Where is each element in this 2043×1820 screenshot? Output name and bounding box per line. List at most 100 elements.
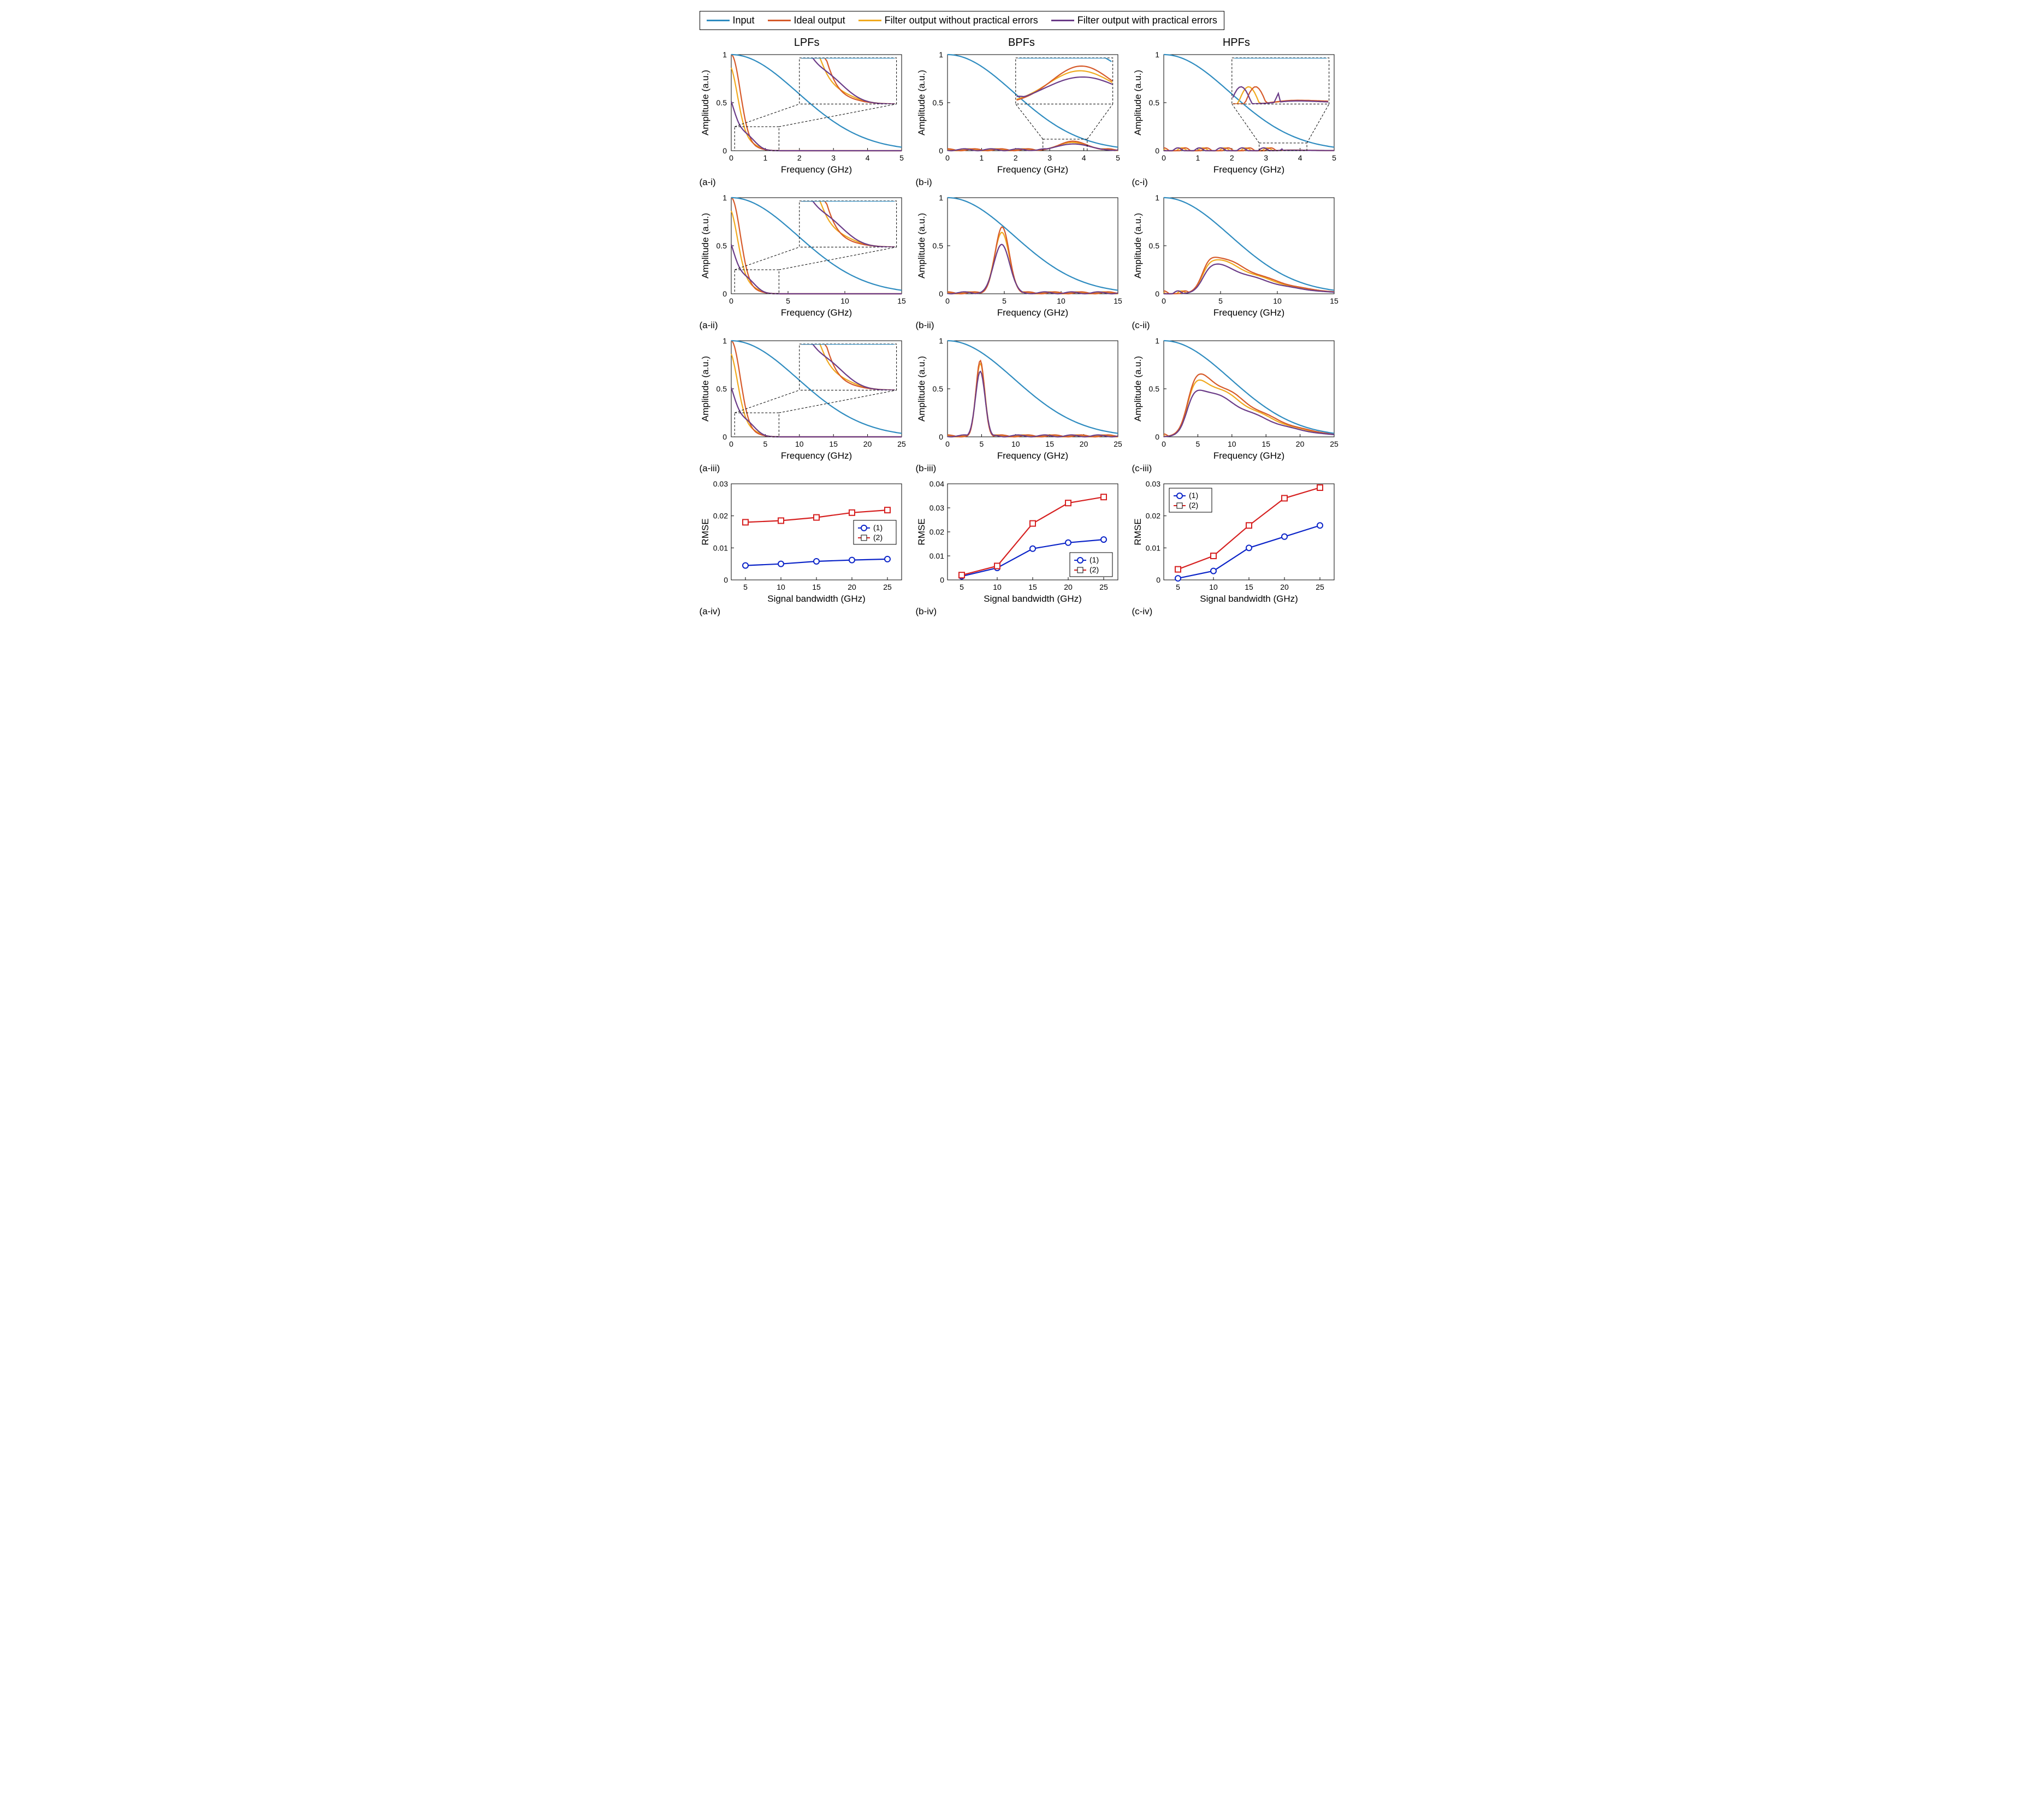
svg-text:0: 0 — [945, 440, 950, 448]
svg-text:(2): (2) — [1089, 565, 1099, 574]
panel-a_ii: 05101500.51Frequency (GHz)Amplitude (a.u… — [700, 193, 907, 319]
svg-text:10: 10 — [795, 440, 804, 448]
svg-text:3: 3 — [831, 153, 836, 162]
panel-label-a_iii: (a-iii) — [700, 463, 911, 474]
figure: Input Ideal output Filter output without… — [700, 11, 1344, 617]
svg-text:0.5: 0.5 — [1148, 98, 1159, 107]
svg-text:15: 15 — [1330, 297, 1339, 305]
svg-text:4: 4 — [1081, 153, 1086, 162]
svg-text:RMSE: RMSE — [700, 518, 710, 545]
svg-text:0: 0 — [939, 289, 943, 298]
svg-text:0.03: 0.03 — [713, 479, 727, 488]
cell-b_ii: 05101500.51Frequency (GHz)Amplitude (a.u… — [916, 193, 1128, 331]
svg-text:5: 5 — [899, 153, 904, 162]
svg-text:5: 5 — [1332, 153, 1336, 162]
svg-text:20: 20 — [1295, 440, 1304, 448]
svg-text:0: 0 — [1155, 432, 1159, 441]
svg-text:0: 0 — [1162, 440, 1166, 448]
svg-text:0: 0 — [729, 297, 733, 305]
svg-text:0: 0 — [729, 153, 733, 162]
svg-text:0: 0 — [1155, 289, 1159, 298]
panel-label-c_iv: (c-iv) — [1132, 606, 1344, 617]
cell-b_iii: 051015202500.51Frequency (GHz)Amplitude … — [916, 336, 1128, 474]
svg-text:15: 15 — [1045, 440, 1054, 448]
svg-text:1: 1 — [1155, 336, 1159, 345]
svg-text:25: 25 — [1330, 440, 1339, 448]
svg-text:20: 20 — [863, 440, 872, 448]
panel-label-a_iv: (a-iv) — [700, 606, 911, 617]
panel-b_i: 01234500.51Frequency (GHz)Amplitude (a.u… — [916, 50, 1123, 176]
panel-label-b_ii: (b-ii) — [916, 320, 1128, 331]
svg-text:3: 3 — [1047, 153, 1052, 162]
svg-text:0.02: 0.02 — [929, 527, 944, 536]
svg-text:5: 5 — [1002, 297, 1006, 305]
svg-text:Amplitude (a.u.): Amplitude (a.u.) — [916, 356, 927, 422]
svg-text:1: 1 — [979, 153, 984, 162]
svg-text:15: 15 — [1262, 440, 1270, 448]
svg-text:10: 10 — [1228, 440, 1236, 448]
svg-text:10: 10 — [840, 297, 849, 305]
svg-text:4: 4 — [865, 153, 869, 162]
legend-swatch-ideal — [768, 20, 791, 21]
svg-text:RMSE: RMSE — [916, 518, 927, 545]
svg-text:3: 3 — [1264, 153, 1268, 162]
svg-text:15: 15 — [1028, 583, 1037, 591]
legend-label-noerr: Filter output without practical errors — [885, 15, 1038, 26]
svg-text:2: 2 — [1013, 153, 1017, 162]
svg-text:0.01: 0.01 — [1145, 543, 1160, 552]
svg-text:0: 0 — [729, 440, 733, 448]
svg-text:10: 10 — [1209, 583, 1218, 591]
svg-text:Signal bandwidth (GHz): Signal bandwidth (GHz) — [984, 594, 1082, 604]
svg-text:0.5: 0.5 — [932, 98, 943, 107]
svg-text:25: 25 — [1114, 440, 1122, 448]
svg-text:2: 2 — [797, 153, 801, 162]
panel-c_i: 01234500.51Frequency (GHz)Amplitude (a.u… — [1132, 50, 1340, 176]
svg-text:0.01: 0.01 — [713, 543, 727, 552]
svg-text:0.5: 0.5 — [1148, 384, 1159, 393]
svg-text:0: 0 — [945, 297, 950, 305]
svg-text:0.5: 0.5 — [716, 98, 727, 107]
cell-a_ii: 05101500.51Frequency (GHz)Amplitude (a.u… — [700, 193, 911, 331]
svg-text:0: 0 — [723, 289, 727, 298]
svg-text:15: 15 — [1245, 583, 1253, 591]
panel-label-c_iii: (c-iii) — [1132, 463, 1344, 474]
svg-text:1: 1 — [939, 336, 943, 345]
legend-label-ideal: Ideal output — [794, 15, 845, 26]
svg-text:(2): (2) — [873, 533, 883, 542]
svg-text:15: 15 — [897, 297, 906, 305]
col-header-bpf: BPFs — [914, 37, 1129, 50]
svg-text:1: 1 — [1195, 153, 1200, 162]
svg-text:1: 1 — [723, 193, 727, 202]
svg-text:0.5: 0.5 — [716, 384, 727, 393]
panel-label-a_ii: (a-ii) — [700, 320, 911, 331]
panel-a_iv: 51015202500.010.020.03Signal bandwidth (… — [700, 479, 907, 605]
svg-text:0: 0 — [939, 432, 943, 441]
svg-text:0: 0 — [1162, 297, 1166, 305]
svg-text:0: 0 — [945, 153, 950, 162]
svg-text:Frequency (GHz): Frequency (GHz) — [780, 307, 851, 318]
svg-text:15: 15 — [812, 583, 821, 591]
svg-text:20: 20 — [1280, 583, 1289, 591]
svg-text:0.5: 0.5 — [716, 241, 727, 250]
cell-c_i: 01234500.51Frequency (GHz)Amplitude (a.u… — [1132, 50, 1344, 188]
svg-text:Frequency (GHz): Frequency (GHz) — [780, 450, 851, 461]
cell-b_iv: 51015202500.010.020.030.04Signal bandwid… — [916, 479, 1128, 617]
panel-label-b_iii: (b-iii) — [916, 463, 1128, 474]
svg-text:1: 1 — [1155, 50, 1159, 59]
svg-text:(2): (2) — [1189, 501, 1198, 509]
panel-b_iii: 051015202500.51Frequency (GHz)Amplitude … — [916, 336, 1123, 462]
svg-text:Amplitude (a.u.): Amplitude (a.u.) — [1133, 70, 1143, 135]
svg-text:4: 4 — [1298, 153, 1302, 162]
svg-text:5: 5 — [960, 583, 964, 591]
svg-text:0: 0 — [939, 146, 943, 155]
legend-swatch-err — [1051, 20, 1074, 21]
cell-a_iii: 051015202500.51Frequency (GHz)Amplitude … — [700, 336, 911, 474]
panel-label-b_iv: (b-iv) — [916, 606, 1128, 617]
panel-c_iv: 51015202500.010.020.03Signal bandwidth (… — [1132, 479, 1340, 605]
panel-label-c_ii: (c-ii) — [1132, 320, 1344, 331]
svg-text:Amplitude (a.u.): Amplitude (a.u.) — [700, 70, 710, 135]
panel-b_ii: 05101500.51Frequency (GHz)Amplitude (a.u… — [916, 193, 1123, 319]
svg-text:0: 0 — [940, 576, 944, 584]
svg-text:Frequency (GHz): Frequency (GHz) — [997, 307, 1068, 318]
svg-text:Amplitude (a.u.): Amplitude (a.u.) — [916, 213, 927, 278]
